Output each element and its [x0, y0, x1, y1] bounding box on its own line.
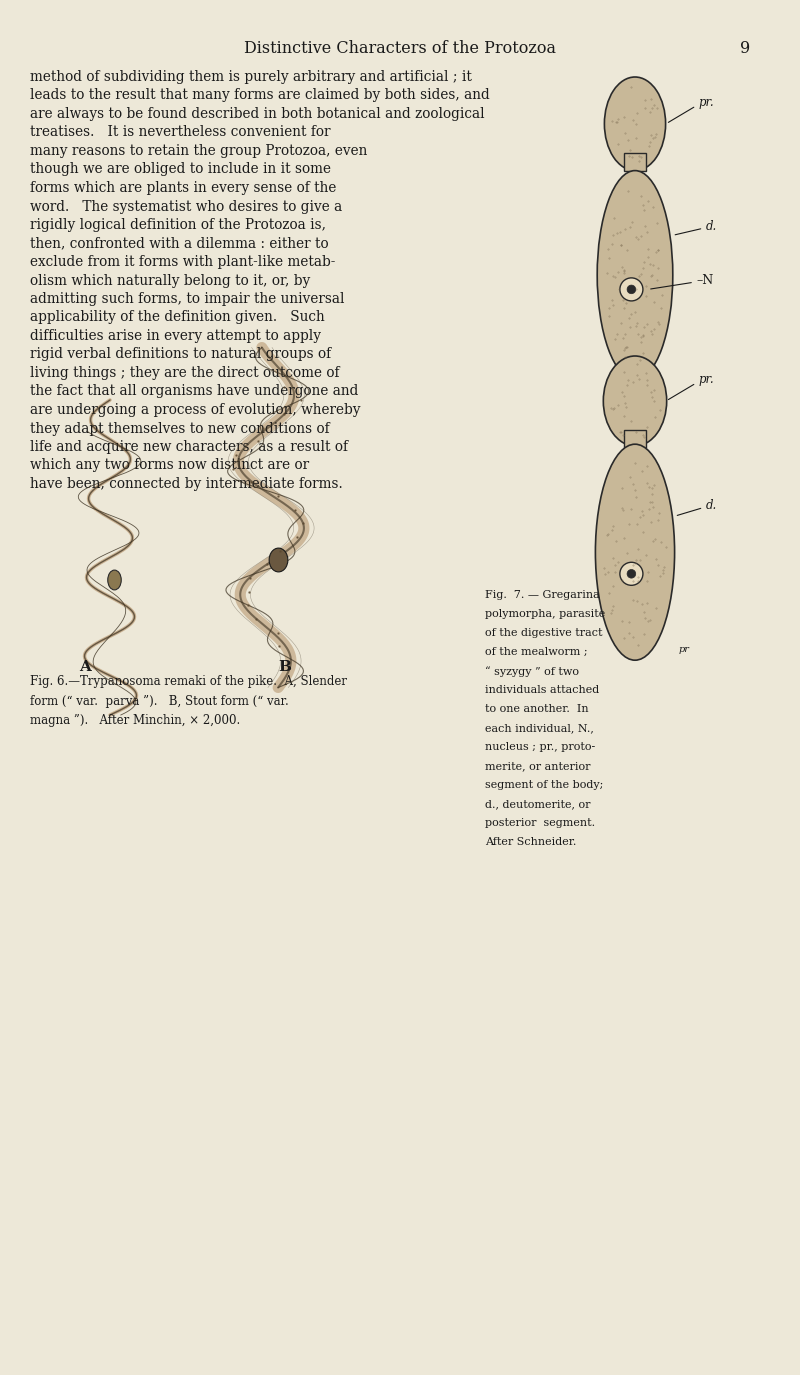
Text: difficulties arise in every attempt to apply: difficulties arise in every attempt to a…	[30, 329, 321, 342]
Text: B: B	[278, 660, 291, 674]
Text: rigid verbal definitions to natural groups of: rigid verbal definitions to natural grou…	[30, 348, 331, 362]
Text: pr.: pr.	[698, 373, 714, 386]
Text: pr.: pr.	[698, 96, 714, 109]
Text: individuals attached: individuals attached	[485, 685, 599, 694]
Text: magna ”).   After Minchin, × 2,000.: magna ”). After Minchin, × 2,000.	[30, 714, 240, 727]
Text: admitting such forms, to impair the universal: admitting such forms, to impair the univ…	[30, 292, 345, 307]
Text: have been, connected by intermediate forms.: have been, connected by intermediate for…	[30, 477, 342, 491]
Ellipse shape	[603, 356, 666, 446]
Text: A: A	[79, 660, 91, 674]
Ellipse shape	[620, 562, 643, 586]
Text: each individual, N.,: each individual, N.,	[485, 723, 594, 733]
Text: nucleus ; pr., proto-: nucleus ; pr., proto-	[485, 742, 595, 752]
Text: word.   The systematist who desires to give a: word. The systematist who desires to giv…	[30, 199, 342, 213]
Text: pr: pr	[678, 645, 689, 654]
Text: life and acquire new characters, as a result of: life and acquire new characters, as a re…	[30, 440, 348, 454]
Ellipse shape	[627, 285, 636, 294]
Text: method of subdividing them is purely arbitrary and artificial ; it: method of subdividing them is purely arb…	[30, 70, 472, 84]
Text: d., deutomerite, or: d., deutomerite, or	[485, 799, 590, 808]
Text: polymorpha, parasite: polymorpha, parasite	[485, 609, 606, 619]
Text: merite, or anterior: merite, or anterior	[485, 760, 590, 771]
Text: Fig.  7. — Gregarina: Fig. 7. — Gregarina	[485, 590, 600, 600]
Text: then, confronted with a dilemma : either to: then, confronted with a dilemma : either…	[30, 236, 329, 250]
Text: After Schneider.: After Schneider.	[485, 837, 576, 847]
Text: which any two forms now distinct are or: which any two forms now distinct are or	[30, 458, 309, 473]
Text: to one another.  In: to one another. In	[485, 704, 589, 714]
Text: forms which are plants in every sense of the: forms which are plants in every sense of…	[30, 182, 336, 195]
Text: many reasons to retain the group Protozoa, even: many reasons to retain the group Protozo…	[30, 144, 367, 158]
Text: rigidly logical definition of the Protozoa is,: rigidly logical definition of the Protoz…	[30, 219, 326, 232]
Text: 9: 9	[740, 40, 750, 56]
Polygon shape	[624, 153, 646, 170]
Text: the fact that all organisms have undergone and: the fact that all organisms have undergo…	[30, 385, 358, 399]
Text: living things ; they are the direct outcome of: living things ; they are the direct outc…	[30, 366, 339, 380]
Text: treatises.   It is nevertheless convenient for: treatises. It is nevertheless convenient…	[30, 125, 330, 139]
Text: “ syzygy ” of two: “ syzygy ” of two	[485, 666, 579, 676]
Text: of the digestive tract: of the digestive tract	[485, 628, 602, 638]
Ellipse shape	[108, 571, 122, 590]
Polygon shape	[624, 430, 646, 448]
Ellipse shape	[269, 549, 288, 572]
Ellipse shape	[627, 569, 636, 578]
Text: leads to the result that many forms are claimed by both sides, and: leads to the result that many forms are …	[30, 88, 490, 103]
Text: –N: –N	[696, 274, 714, 287]
Ellipse shape	[595, 444, 674, 660]
Text: Distinctive Characters of the Protozoa: Distinctive Characters of the Protozoa	[244, 40, 556, 56]
Text: though we are obliged to include in it some: though we are obliged to include in it s…	[30, 162, 331, 176]
Text: applicability of the definition given.   Such: applicability of the definition given. S…	[30, 311, 325, 324]
Text: olism which naturally belong to it, or, by: olism which naturally belong to it, or, …	[30, 274, 310, 287]
Ellipse shape	[605, 77, 666, 170]
Text: Fig. 6.—Trypanosoma remaki of the pike.  A, Slender: Fig. 6.—Trypanosoma remaki of the pike. …	[30, 675, 347, 688]
Text: d.: d.	[706, 499, 717, 512]
Ellipse shape	[597, 170, 673, 380]
Ellipse shape	[620, 278, 643, 301]
Text: segment of the body;: segment of the body;	[485, 780, 603, 791]
Text: posterior  segment.: posterior segment.	[485, 818, 595, 828]
Text: of the mealworm ;: of the mealworm ;	[485, 648, 588, 657]
Text: they adapt themselves to new conditions of: they adapt themselves to new conditions …	[30, 422, 330, 436]
Text: are undergoing a process of evolution, whereby: are undergoing a process of evolution, w…	[30, 403, 361, 417]
Text: d.: d.	[706, 220, 717, 232]
Text: exclude from it forms with plant-like metab-: exclude from it forms with plant-like me…	[30, 254, 335, 270]
Text: are always to be found described in both botanical and zoological: are always to be found described in both…	[30, 107, 485, 121]
Text: form (“ var.  parva ”).   B, Stout form (“ var.: form (“ var. parva ”). B, Stout form (“ …	[30, 694, 289, 708]
